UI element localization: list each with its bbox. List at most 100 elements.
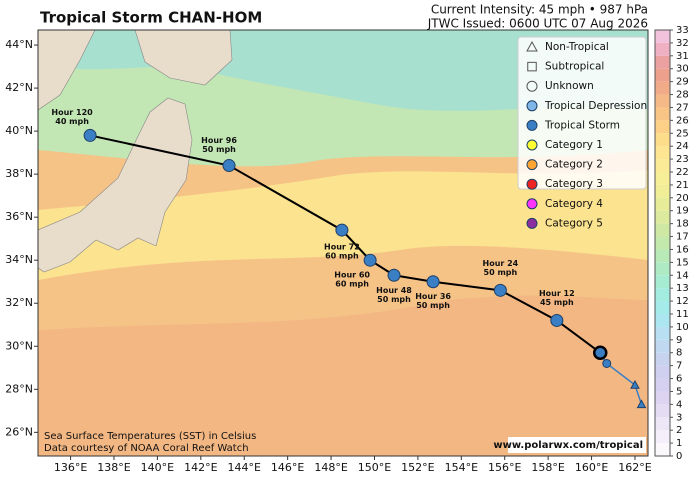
legend-symbol xyxy=(526,100,538,112)
legend-symbol xyxy=(526,80,538,92)
y-tick-label: 32°N xyxy=(5,296,33,309)
x-tick-label: 160°E xyxy=(575,461,608,474)
colorbar-label: 30 xyxy=(676,64,689,75)
colorbar-cell xyxy=(655,42,670,56)
legend-label: Non-Tropical xyxy=(545,41,609,53)
x-tick-label: 158°E xyxy=(531,461,564,474)
colorbar-cell xyxy=(655,314,670,327)
colorbar-cell xyxy=(655,68,670,82)
colorbar-label: 27 xyxy=(676,102,689,113)
forecast-hour: Hour 12 xyxy=(539,289,575,298)
x-tick-label: 146°E xyxy=(271,461,304,474)
legend-label: Tropical Storm xyxy=(544,119,620,131)
issued: JTWC Issued: 0600 UTC 07 Aug 2026 xyxy=(427,17,648,31)
colorbar-label: 11 xyxy=(676,309,689,320)
colorbar-cell xyxy=(655,404,670,418)
colorbar-label: 22 xyxy=(676,167,689,178)
colorbar-cell xyxy=(655,81,670,95)
colorbar-frame xyxy=(654,29,671,457)
past-position xyxy=(636,399,647,409)
colorbar-cell xyxy=(655,301,670,314)
forecast-position xyxy=(550,313,564,327)
legend-label: Category 3 xyxy=(545,178,603,190)
forecast-hour: Hour 96 xyxy=(201,136,237,145)
legend-symbol xyxy=(526,119,538,131)
legend-label: Subtropical xyxy=(545,61,604,73)
y-tick-label: 42°N xyxy=(5,81,33,94)
colorbar-label: 21 xyxy=(676,180,689,191)
colorbar-label: 17 xyxy=(676,232,689,243)
colorbar-label: 7 xyxy=(676,361,682,372)
colorbar-cell xyxy=(655,430,670,444)
legend-label: Category 5 xyxy=(545,217,603,229)
colorbar-label: 15 xyxy=(676,257,689,268)
legend-label: Category 4 xyxy=(545,198,603,210)
colorbar-cell xyxy=(655,30,670,43)
forecast-hour: Hour 72 xyxy=(324,243,360,252)
y-tick-label: 38°N xyxy=(5,167,33,180)
x-tick-label: 136°E xyxy=(54,461,87,474)
legend-symbol xyxy=(527,61,537,72)
colorbar-label: 24 xyxy=(676,141,689,152)
legend-label: Tropical Depression xyxy=(544,100,647,112)
colorbar-cell xyxy=(655,94,670,108)
colorbar-label: 10 xyxy=(676,322,689,333)
colorbar-cell xyxy=(655,262,670,276)
x-tick-label: 148°E xyxy=(314,461,347,474)
legend-label: Unknown xyxy=(545,80,594,92)
colorbar-cell xyxy=(655,443,670,456)
colorbar-label: 2 xyxy=(676,425,682,436)
x-tick-label: 156°E xyxy=(488,461,521,474)
y-tick-label: 36°N xyxy=(5,210,33,223)
colorbar-cell xyxy=(655,107,670,121)
colorbar-cell xyxy=(655,365,670,379)
forecast-hour: Hour 24 xyxy=(483,259,519,268)
colorbar-label: 6 xyxy=(676,374,682,385)
forecast-wind: 50 mph xyxy=(377,295,411,304)
colorbar-label: 4 xyxy=(676,399,682,410)
past-position xyxy=(630,379,640,389)
forecast-hour: Hour 60 xyxy=(334,271,370,280)
forecast-position xyxy=(493,283,507,297)
sst-note: Sea Surface Temperatures (SST) in Celsiu… xyxy=(44,431,256,442)
forecast-position xyxy=(363,253,377,267)
colorbar-cell xyxy=(655,197,670,211)
y-tick-label: 44°N xyxy=(5,38,33,51)
colorbar-label: 14 xyxy=(676,270,689,281)
colorbar-label: 23 xyxy=(676,154,689,165)
forecast-wind: 60 mph xyxy=(325,252,359,261)
credit: Data courtesy of NOAA Coral Reef Watch xyxy=(44,443,249,454)
x-tick-label: 162°E xyxy=(618,461,651,474)
colorbar-cell xyxy=(655,417,670,431)
colorbar-label: 31 xyxy=(676,51,689,62)
colorbar-cell xyxy=(655,223,670,237)
legend-symbol xyxy=(526,139,538,151)
forecast-wind: 50 mph xyxy=(416,301,450,310)
legend-label: Category 2 xyxy=(545,159,603,171)
colorbar-cell xyxy=(655,391,670,405)
colorbar-label: 13 xyxy=(676,283,689,294)
past-position xyxy=(602,358,612,368)
colorbar-cell xyxy=(655,249,670,263)
colorbar-cell xyxy=(655,275,670,289)
forecast-hour: Hour 36 xyxy=(415,292,451,301)
colorbar-cell xyxy=(655,236,670,250)
colorbar-label: 0 xyxy=(676,451,682,462)
url-box xyxy=(508,437,646,453)
x-tick-label: 142°E xyxy=(184,461,217,474)
forecast-position xyxy=(335,223,349,237)
x-tick-label: 150°E xyxy=(358,461,391,474)
forecast-wind: 50 mph xyxy=(202,145,236,154)
legend-symbol xyxy=(526,198,538,210)
legend-symbol xyxy=(526,159,538,171)
title: Tropical Storm CHAN-HOM xyxy=(40,9,262,27)
colorbar-label: 32 xyxy=(676,38,689,49)
x-tick-label: 152°E xyxy=(401,461,434,474)
y-tick-label: 30°N xyxy=(5,339,33,352)
colorbar-cell xyxy=(655,339,670,353)
forecast-wind: 40 mph xyxy=(55,117,89,126)
colorbar-cell xyxy=(655,133,670,147)
colorbar-label: 5 xyxy=(676,386,682,397)
legend-box xyxy=(517,36,647,190)
